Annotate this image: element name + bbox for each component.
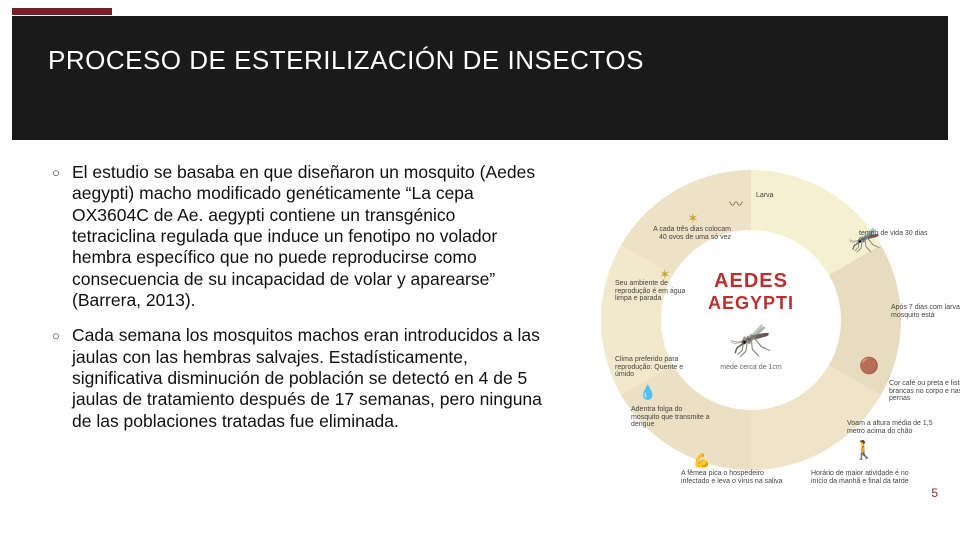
bullet-marker: ○: [52, 325, 72, 432]
segment-label: Após 7 dias com larva o mosquito está: [891, 304, 960, 319]
star-icon: ✶: [687, 210, 699, 227]
segment-label: Cor café ou preta e listras brancas no c…: [889, 380, 960, 403]
title-block-lower: [12, 78, 948, 140]
skin-icon: 🟤: [859, 356, 879, 376]
bullet-item: ○ El estudio se basaba en que diseñaron …: [52, 162, 542, 311]
diagram-ring: AEDES AEGYPTI 🦟 mede cerca de 1cm ✶ A ca…: [601, 170, 901, 470]
segment-label: A cada três dias colocam 40 ovos de uma …: [653, 226, 731, 241]
accent-bar: [12, 8, 112, 15]
page-number: 5: [931, 486, 938, 500]
segment-label: A fêmea pica o hospedeiro infectado e le…: [681, 470, 791, 485]
segment-label: Larva: [756, 192, 832, 200]
bullet-marker: ○: [52, 162, 72, 311]
mosquito-icon: 🦟: [849, 224, 881, 255]
bullet-text: El estudio se basaba en que diseñaron un…: [72, 162, 542, 311]
page-title: PROCESO DE ESTERILIZACIÓN DE INSECTOS: [48, 45, 644, 76]
segment-label: Voam a altura média de 1,5 metro acima d…: [847, 420, 937, 435]
bullet-text: Cada semana los mosquitos machos eran in…: [72, 325, 542, 432]
center-label-1: AEDES: [714, 270, 788, 293]
bullet-item: ○ Cada semana los mosquitos machos eran …: [52, 325, 542, 432]
title-block: PROCESO DE ESTERILIZACIÓN DE INSECTOS: [12, 16, 948, 78]
segment-label: Horário de maior atividade é no início d…: [811, 470, 921, 485]
water-icon: 💧: [639, 384, 656, 401]
person-icon: 🚶: [853, 440, 875, 461]
segment-label: Seu ambiente de reprodução é em água lim…: [615, 280, 701, 303]
body-text: ○ El estudio se basaba en que diseñaron …: [52, 162, 542, 446]
diagram-center: AEDES AEGYPTI 🦟 mede cerca de 1cm: [661, 230, 841, 410]
segment-label: tempo de vida 30 dias: [859, 230, 935, 238]
mosquito-icon: 🦟: [730, 320, 772, 360]
arm-icon: 💪: [693, 452, 710, 469]
aedes-lifecycle-diagram: AEDES AEGYPTI 🦟 mede cerca de 1cm ✶ A ca…: [566, 160, 936, 500]
center-label-2: AEGYPTI: [708, 293, 794, 314]
segment-label: Adentra folga do mosquito que transmite …: [631, 406, 711, 429]
larva-icon: 〰: [729, 194, 743, 214]
center-sublabel: mede cerca de 1cm: [720, 364, 781, 371]
segment-label: Clima preferido para reprodução: Quente …: [615, 356, 699, 379]
